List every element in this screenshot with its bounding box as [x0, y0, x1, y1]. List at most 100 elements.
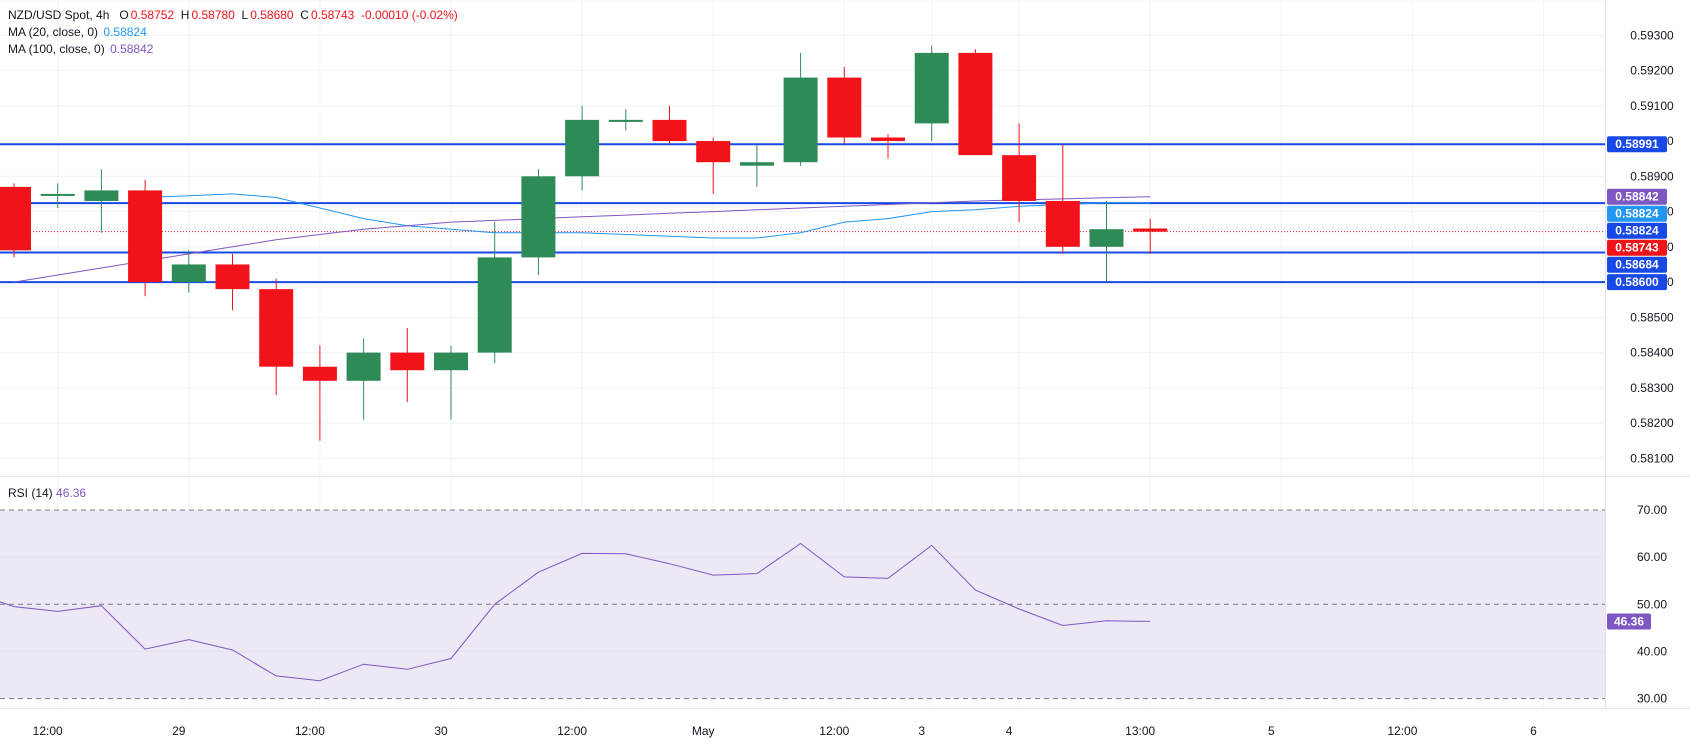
candle-body [171, 264, 206, 283]
rsi-value: 46.36 [56, 486, 87, 500]
candle-body [1045, 200, 1080, 247]
ma20-line [145, 193, 1151, 239]
close-value: 0.58743 [310, 8, 355, 22]
candle [827, 66, 862, 145]
candle [215, 253, 250, 311]
time-tick-label: 30 [434, 724, 448, 738]
candle-body [696, 141, 731, 163]
price-tick-label: 0.59200 [1630, 64, 1674, 78]
price-tick-label: 0.58400 [1630, 346, 1674, 360]
candle [40, 183, 75, 209]
candle [608, 109, 643, 131]
price-badge-hline: 0.58824 [1607, 222, 1667, 239]
candle [565, 105, 600, 191]
rsi-tick-label: 60.00 [1637, 550, 1667, 564]
candle [171, 250, 206, 293]
price-tick-label: 0.59100 [1630, 99, 1674, 113]
candle-body [1133, 228, 1168, 232]
low-label: L [241, 8, 249, 22]
candle [871, 133, 905, 159]
ma20-label: MA (20, close, 0) [8, 25, 99, 39]
rsi-badge-text: 46.36 [1614, 614, 1644, 628]
time-tick-label: 5 [1268, 724, 1275, 738]
price-badge-bg [1607, 256, 1667, 273]
rsi-label: RSI (14) [8, 486, 53, 500]
price-badge-bg [1607, 274, 1667, 291]
candle-body [1002, 155, 1037, 201]
candle-body [652, 119, 687, 142]
ma100-label: MA (100, close, 0) [8, 42, 105, 56]
candle-body [783, 77, 818, 163]
candle-body [0, 186, 31, 251]
ma100-value: 0.58842 [110, 42, 154, 56]
price-tick-label: 0.58500 [1630, 310, 1674, 324]
candle [739, 144, 774, 187]
symbol-title: NZD/USD Spot, 4h [8, 8, 110, 22]
open-label: O [119, 8, 129, 22]
candle [1133, 218, 1168, 254]
candle [1002, 123, 1037, 223]
candle-body [521, 176, 556, 258]
price-badge-text: 0.58600 [1615, 275, 1659, 289]
candle-body [1089, 229, 1124, 247]
time-tick-label: 12:00 [1387, 724, 1417, 738]
candle-body [259, 289, 294, 367]
candle-body [827, 77, 862, 138]
time-tick-label: 12:00 [33, 724, 63, 738]
candle-body [565, 119, 600, 177]
candle-body [390, 352, 425, 371]
candle [259, 278, 294, 395]
candle-body [215, 264, 250, 290]
candle [914, 45, 949, 142]
time-tick-label: 12:00 [819, 724, 849, 738]
time-tick-label: 6 [1530, 724, 1537, 738]
price-badge-text: 0.58684 [1615, 258, 1659, 272]
time-tick-label: 12:00 [557, 724, 587, 738]
ma20-legend[interactable]: MA (20, close, 0) 0.58824 [8, 25, 147, 39]
price-tick-label: 0.58900 [1630, 169, 1674, 183]
rsi-legend[interactable]: RSI (14) 46.36 [8, 486, 86, 500]
candle-body [434, 352, 468, 371]
candle-body [914, 52, 949, 124]
time-tick-label: 29 [172, 724, 186, 738]
candle [696, 137, 731, 194]
change-value: -0.00010 (-0.02%) [361, 8, 458, 22]
rsi-tick-label: 30.00 [1637, 692, 1667, 706]
candle [128, 179, 163, 297]
price-badge-text: 0.58991 [1615, 137, 1659, 151]
rsi-line [0, 542, 1151, 682]
candle-body [871, 137, 905, 142]
candle [1089, 200, 1124, 283]
price-badge-text: 0.58824 [1615, 224, 1659, 238]
candle-body [40, 193, 75, 196]
candle [84, 169, 119, 233]
rsi-tick-label: 40.00 [1637, 644, 1667, 658]
price-tick-label: 0.59300 [1630, 28, 1674, 42]
close-label: C [300, 8, 309, 22]
price-badge-bg [1607, 222, 1667, 239]
candle [652, 105, 687, 145]
rsi-value-badge: 46.36 [1607, 613, 1651, 630]
candle [521, 169, 556, 276]
candle-body [477, 257, 512, 353]
rsi-tick-label: 70.00 [1637, 503, 1667, 517]
high-label: H [180, 8, 190, 22]
ma100-legend[interactable]: MA (100, close, 0) 0.58842 [8, 42, 153, 56]
price-badge-ma100: 0.58842 [1607, 188, 1667, 205]
candle [434, 345, 468, 420]
price-badge-bg [1607, 188, 1667, 205]
candle [783, 52, 818, 166]
candle-body [302, 366, 337, 381]
open-value: 0.58752 [130, 8, 175, 22]
candle-body [958, 52, 993, 156]
price-badge-bg [1607, 136, 1667, 153]
symbol-legend: NZD/USD Spot, 4h O 0.58752 H 0.58780 L 0.58… [8, 8, 458, 22]
candle-body [346, 352, 381, 381]
price-badge-hline: 0.58991 [1607, 136, 1667, 153]
candle [958, 49, 993, 156]
price-badge-bg [1607, 205, 1667, 222]
candle-body [739, 162, 774, 166]
ma20-value: 0.58824 [103, 25, 147, 39]
